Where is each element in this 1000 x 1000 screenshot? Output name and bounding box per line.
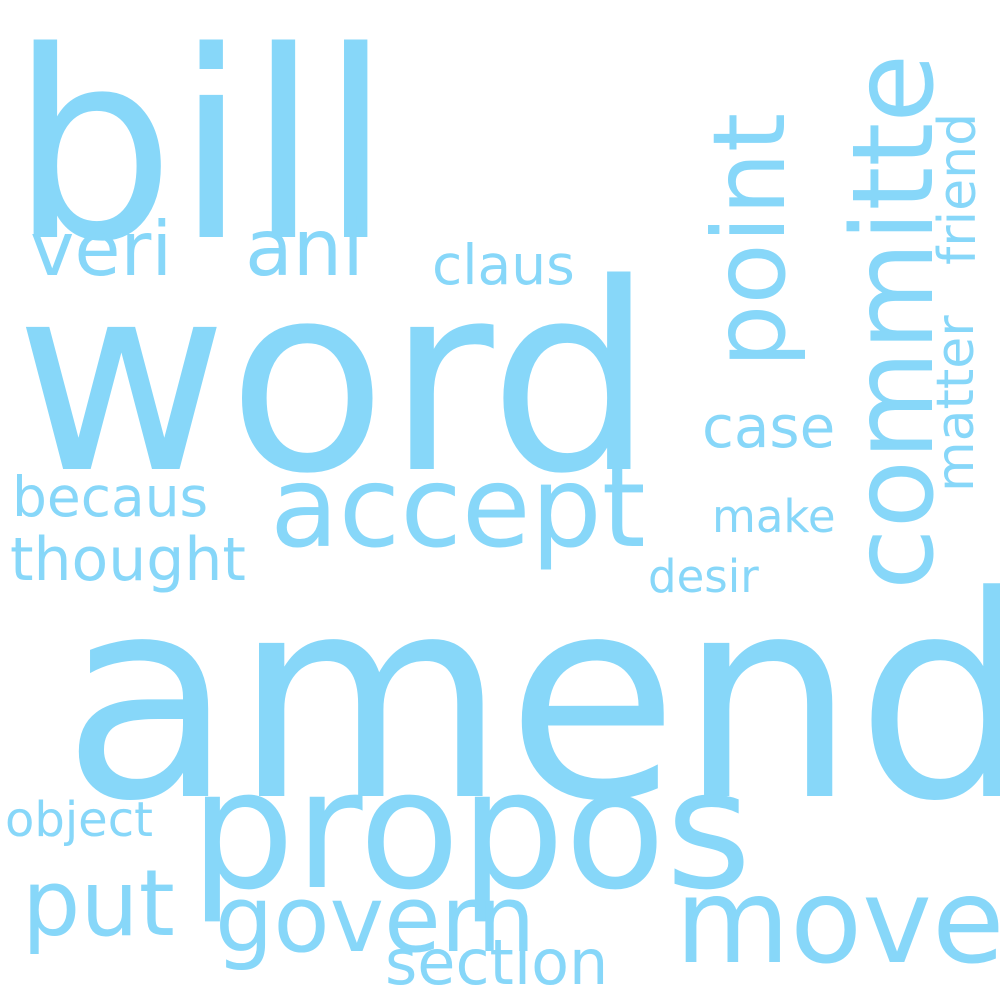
word-becaus: becaus: [12, 465, 209, 529]
word-case: case: [702, 393, 836, 461]
word-propos: propos: [190, 734, 752, 926]
word-accept: accept: [270, 443, 646, 573]
word-thought: thought: [10, 525, 246, 595]
word-ani: ani: [245, 204, 364, 294]
word-section: section: [385, 926, 609, 999]
word-point: point: [691, 112, 808, 368]
word-bill: bill: [10, 0, 392, 299]
word-object: object: [5, 792, 153, 848]
word-move: move: [675, 852, 1000, 990]
word-veri: veri: [30, 205, 173, 293]
word-friend: friend: [928, 112, 988, 265]
word-govern: govern: [215, 866, 536, 973]
word-amend: amend: [62, 537, 1000, 863]
word-desir: desir: [648, 550, 759, 603]
word-matter: matter: [926, 315, 986, 492]
word-make: make: [712, 490, 836, 543]
word-claus: claus: [432, 233, 575, 297]
word-word: word: [15, 229, 655, 531]
word-put: put: [22, 850, 175, 957]
